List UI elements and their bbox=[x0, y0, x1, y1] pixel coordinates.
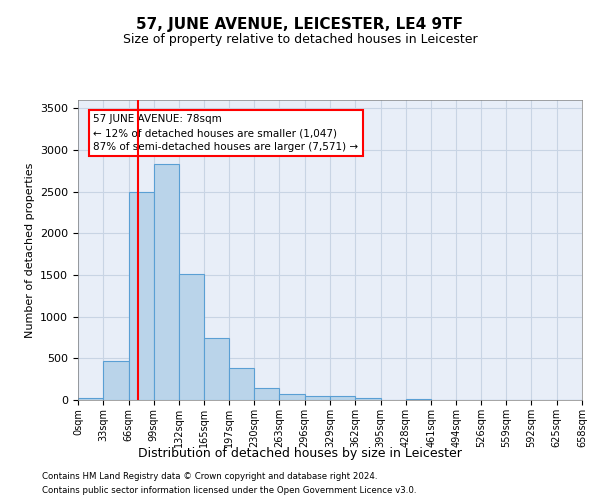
Text: Distribution of detached houses by size in Leicester: Distribution of detached houses by size … bbox=[138, 448, 462, 460]
Y-axis label: Number of detached properties: Number of detached properties bbox=[25, 162, 35, 338]
Bar bbox=[355, 398, 380, 400]
Bar bbox=[406, 399, 431, 400]
Bar bbox=[154, 164, 179, 400]
Bar bbox=[78, 398, 103, 400]
Bar bbox=[305, 396, 330, 400]
Bar bbox=[128, 192, 154, 400]
Bar bbox=[179, 274, 205, 400]
Bar bbox=[280, 394, 305, 400]
Bar bbox=[330, 396, 355, 400]
Text: 57 JUNE AVENUE: 78sqm
← 12% of detached houses are smaller (1,047)
87% of semi-d: 57 JUNE AVENUE: 78sqm ← 12% of detached … bbox=[94, 114, 358, 152]
Bar bbox=[205, 338, 229, 400]
Bar bbox=[103, 361, 128, 400]
Bar bbox=[254, 388, 280, 400]
Text: Size of property relative to detached houses in Leicester: Size of property relative to detached ho… bbox=[122, 32, 478, 46]
Text: Contains public sector information licensed under the Open Government Licence v3: Contains public sector information licen… bbox=[42, 486, 416, 495]
Text: 57, JUNE AVENUE, LEICESTER, LE4 9TF: 57, JUNE AVENUE, LEICESTER, LE4 9TF bbox=[137, 18, 464, 32]
Text: Contains HM Land Registry data © Crown copyright and database right 2024.: Contains HM Land Registry data © Crown c… bbox=[42, 472, 377, 481]
Bar bbox=[229, 368, 254, 400]
